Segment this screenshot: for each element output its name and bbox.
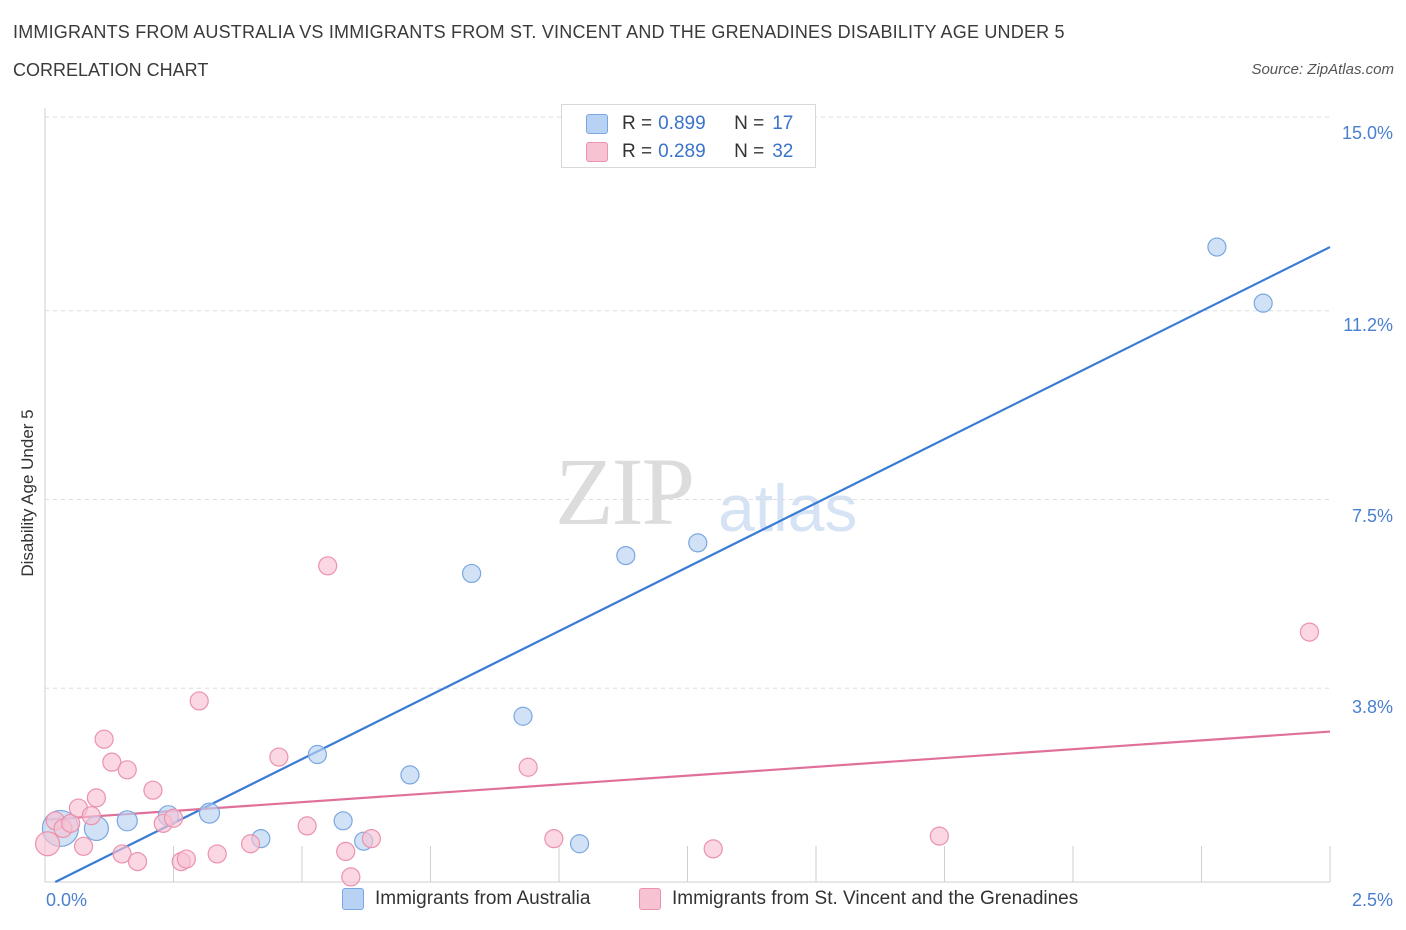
legend-row-australia: R = 0.899 N = 17	[586, 111, 793, 137]
chart-title: IMMIGRANTS FROM AUSTRALIA VS IMMIGRANTS …	[13, 22, 1065, 42]
chart-subtitle: CORRELATION CHART	[13, 60, 209, 80]
correlation-legend: R = 0.899 N = 17 R = 0.289 N = 32	[561, 104, 816, 168]
data-point-australia	[462, 563, 482, 584]
data-point-st-vincent	[318, 556, 338, 576]
data-point-australia	[198, 802, 221, 824]
data-point-st-vincent	[112, 844, 132, 864]
data-point-st-vincent	[518, 757, 538, 777]
data-point-australia	[1207, 237, 1227, 257]
data-point-st-vincent	[189, 691, 209, 711]
series-legend-st-vincent: Immigrants from St. Vincent and the Gren…	[639, 888, 1078, 910]
y-tick-label: 11.2%	[1343, 315, 1393, 335]
data-point-st-vincent	[703, 839, 723, 859]
legend-n-label: N =	[734, 113, 765, 134]
trend-line-australia	[54, 246, 1331, 883]
legend-r-value: 0.289	[658, 141, 706, 162]
data-point-st-vincent	[163, 808, 184, 828]
data-point-st-vincent	[929, 826, 949, 846]
x-tick-label: 0.0%	[46, 890, 88, 910]
y-tick-label: 15.0%	[1341, 123, 1393, 143]
data-point-australia	[569, 834, 590, 854]
data-point-st-vincent	[297, 816, 317, 836]
data-points	[34, 237, 1320, 887]
watermark-zip: ZIP	[555, 438, 695, 545]
legend-swatch-pink	[586, 142, 608, 162]
legend-label: Immigrants from St. Vincent and the Gren…	[672, 888, 1079, 909]
data-point-australia	[307, 744, 328, 765]
data-point-australia	[1253, 293, 1273, 313]
y-axis-label: Disability Age Under 5	[18, 409, 37, 577]
data-point-australia	[116, 810, 138, 832]
data-point-st-vincent	[73, 836, 94, 856]
legend-swatch-pink	[639, 888, 661, 910]
axes	[44, 108, 1331, 883]
data-point-st-vincent	[1299, 622, 1320, 642]
y-tick-label: 3.8%	[1351, 697, 1393, 717]
data-point-australia	[688, 533, 708, 553]
trend-lines	[44, 246, 1331, 883]
legend-r-label: R =	[622, 141, 653, 162]
data-point-st-vincent	[34, 831, 61, 857]
data-point-st-vincent	[269, 747, 289, 767]
data-point-st-vincent	[361, 829, 381, 849]
data-point-australia	[333, 811, 353, 831]
data-point-st-vincent	[336, 841, 356, 862]
legend-swatch-blue	[586, 114, 608, 134]
data-point-st-vincent	[241, 834, 261, 854]
data-point-st-vincent	[143, 780, 163, 800]
series-legend-australia: Immigrants from Australia	[342, 888, 590, 910]
source-label: Source: ZipAtlas.com	[1251, 61, 1394, 78]
data-point-st-vincent	[127, 851, 148, 872]
legend-swatch-blue	[342, 888, 364, 910]
data-point-st-vincent	[94, 729, 114, 749]
legend-r-label: R =	[622, 113, 653, 134]
data-point-australia	[513, 706, 533, 726]
legend-row-st-vincent: R = 0.289 N = 32	[586, 139, 793, 165]
trend-line-st-vincent	[44, 730, 1331, 821]
legend-label: Immigrants from Australia	[375, 888, 591, 909]
data-point-st-vincent	[176, 849, 196, 869]
y-tick-label: 7.5%	[1351, 506, 1393, 526]
data-point-st-vincent	[207, 844, 227, 864]
data-point-st-vincent	[341, 867, 361, 887]
data-point-st-vincent	[86, 788, 107, 808]
watermark-atlas: atlas	[718, 471, 858, 545]
data-point-st-vincent	[81, 806, 101, 826]
legend-r-value: 0.899	[658, 113, 706, 134]
grid-lines	[45, 116, 1330, 689]
legend-n-value: 17	[772, 113, 794, 134]
data-point-australia	[400, 765, 420, 785]
x-tick-label: 2.5%	[1351, 890, 1393, 910]
data-point-st-vincent	[544, 829, 564, 849]
legend-n-value: 32	[772, 141, 794, 162]
data-point-st-vincent	[102, 752, 122, 772]
data-point-st-vincent	[117, 760, 137, 780]
legend-n-label: N =	[734, 141, 765, 162]
data-point-st-vincent	[61, 813, 81, 833]
data-point-australia	[616, 545, 636, 566]
